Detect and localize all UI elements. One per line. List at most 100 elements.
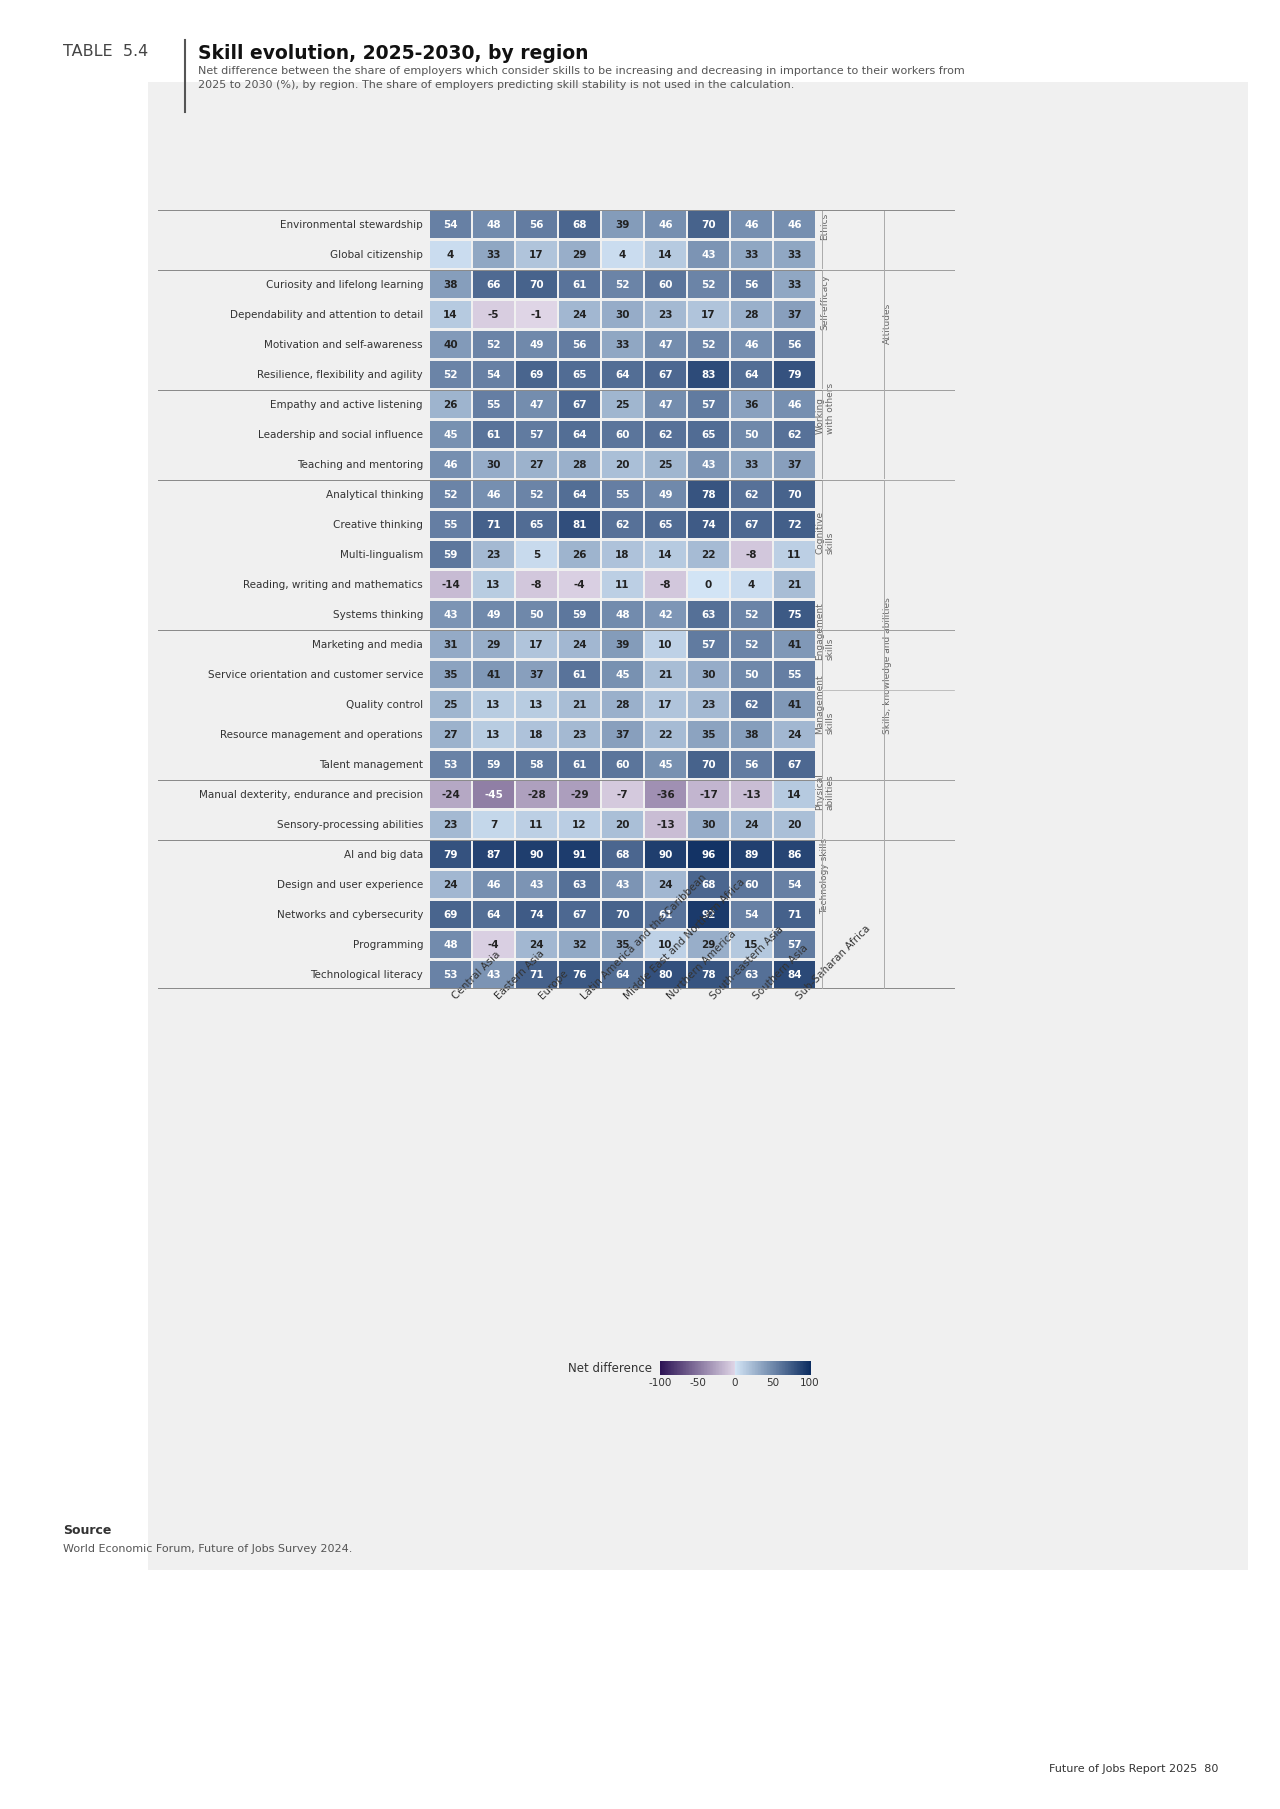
Text: 27: 27 bbox=[529, 459, 544, 470]
Text: 35: 35 bbox=[701, 729, 716, 740]
FancyBboxPatch shape bbox=[474, 961, 515, 988]
Text: Net difference: Net difference bbox=[568, 1362, 652, 1375]
FancyBboxPatch shape bbox=[559, 660, 600, 687]
Text: 71: 71 bbox=[787, 910, 801, 919]
FancyBboxPatch shape bbox=[430, 241, 471, 268]
Text: Resource management and operations: Resource management and operations bbox=[220, 729, 422, 740]
Text: -13: -13 bbox=[742, 789, 760, 800]
Text: 14: 14 bbox=[658, 550, 673, 559]
Text: Northern America: Northern America bbox=[666, 928, 739, 1000]
Text: Empathy and active listening: Empathy and active listening bbox=[270, 400, 422, 409]
Text: 24: 24 bbox=[572, 640, 586, 649]
Text: Dependability and attention to detail: Dependability and attention to detail bbox=[229, 309, 422, 320]
Text: 52: 52 bbox=[443, 369, 458, 380]
FancyBboxPatch shape bbox=[645, 601, 686, 628]
Text: 52: 52 bbox=[616, 280, 630, 289]
FancyBboxPatch shape bbox=[602, 241, 643, 268]
FancyBboxPatch shape bbox=[430, 870, 471, 897]
FancyBboxPatch shape bbox=[430, 722, 471, 747]
Text: 54: 54 bbox=[787, 879, 801, 890]
FancyBboxPatch shape bbox=[516, 300, 557, 327]
Text: Systems thinking: Systems thinking bbox=[333, 610, 422, 619]
Text: 40: 40 bbox=[443, 340, 458, 349]
Text: 11: 11 bbox=[616, 579, 630, 590]
FancyBboxPatch shape bbox=[602, 631, 643, 658]
Text: 46: 46 bbox=[486, 879, 500, 890]
Text: 41: 41 bbox=[787, 640, 801, 649]
FancyBboxPatch shape bbox=[559, 631, 600, 658]
FancyBboxPatch shape bbox=[774, 481, 815, 508]
FancyBboxPatch shape bbox=[474, 810, 515, 838]
Text: 61: 61 bbox=[572, 760, 586, 769]
FancyBboxPatch shape bbox=[731, 421, 772, 449]
Text: Environmental stewardship: Environmental stewardship bbox=[280, 219, 422, 230]
FancyBboxPatch shape bbox=[774, 901, 815, 928]
FancyBboxPatch shape bbox=[645, 362, 686, 387]
Text: 90: 90 bbox=[530, 850, 544, 859]
FancyBboxPatch shape bbox=[430, 331, 471, 358]
Text: 70: 70 bbox=[616, 910, 630, 919]
Text: 46: 46 bbox=[744, 340, 759, 349]
FancyBboxPatch shape bbox=[774, 870, 815, 897]
Text: 37: 37 bbox=[616, 729, 630, 740]
FancyBboxPatch shape bbox=[645, 810, 686, 838]
Text: 50: 50 bbox=[744, 669, 759, 680]
Text: 20: 20 bbox=[616, 459, 630, 470]
FancyBboxPatch shape bbox=[602, 481, 643, 508]
FancyBboxPatch shape bbox=[559, 691, 600, 718]
Text: Skills, knowledge and abilities: Skills, knowledge and abilities bbox=[882, 597, 891, 734]
Text: Europe: Europe bbox=[536, 968, 570, 1000]
Text: Source: Source bbox=[63, 1523, 111, 1538]
Text: 68: 68 bbox=[701, 879, 716, 890]
Text: 30: 30 bbox=[486, 459, 500, 470]
Text: World Economic Forum, Future of Jobs Survey 2024.: World Economic Forum, Future of Jobs Sur… bbox=[63, 1545, 352, 1554]
Text: 60: 60 bbox=[616, 429, 630, 440]
FancyBboxPatch shape bbox=[645, 271, 686, 298]
Text: 62: 62 bbox=[744, 490, 759, 499]
FancyBboxPatch shape bbox=[559, 810, 600, 838]
Text: 43: 43 bbox=[443, 610, 458, 619]
FancyBboxPatch shape bbox=[731, 870, 772, 897]
Text: 100: 100 bbox=[800, 1378, 819, 1388]
FancyBboxPatch shape bbox=[474, 510, 515, 537]
Text: Middle East and Northern Africa: Middle East and Northern Africa bbox=[622, 877, 748, 1000]
FancyBboxPatch shape bbox=[645, 421, 686, 449]
Text: 33: 33 bbox=[787, 250, 801, 259]
FancyBboxPatch shape bbox=[559, 901, 600, 928]
FancyBboxPatch shape bbox=[602, 300, 643, 327]
FancyBboxPatch shape bbox=[474, 631, 515, 658]
FancyBboxPatch shape bbox=[689, 271, 730, 298]
Text: 28: 28 bbox=[572, 459, 586, 470]
Text: 38: 38 bbox=[443, 280, 458, 289]
FancyBboxPatch shape bbox=[474, 660, 515, 687]
Text: 67: 67 bbox=[658, 369, 673, 380]
FancyBboxPatch shape bbox=[689, 481, 730, 508]
Text: 80: 80 bbox=[658, 970, 673, 979]
Text: 54: 54 bbox=[443, 219, 458, 230]
Text: 33: 33 bbox=[787, 280, 801, 289]
FancyBboxPatch shape bbox=[731, 572, 772, 599]
Text: 35: 35 bbox=[616, 939, 630, 950]
FancyBboxPatch shape bbox=[731, 932, 772, 959]
Text: 78: 78 bbox=[701, 970, 716, 979]
Text: 24: 24 bbox=[744, 819, 759, 830]
FancyBboxPatch shape bbox=[516, 781, 557, 809]
FancyBboxPatch shape bbox=[516, 572, 557, 599]
Text: 86: 86 bbox=[787, 850, 801, 859]
Text: 46: 46 bbox=[443, 459, 458, 470]
Text: 17: 17 bbox=[529, 640, 544, 649]
FancyBboxPatch shape bbox=[645, 300, 686, 327]
FancyBboxPatch shape bbox=[645, 932, 686, 959]
FancyBboxPatch shape bbox=[516, 541, 557, 568]
Text: Management
skills: Management skills bbox=[815, 675, 835, 734]
Text: 55: 55 bbox=[787, 669, 801, 680]
FancyBboxPatch shape bbox=[689, 510, 730, 537]
FancyBboxPatch shape bbox=[559, 781, 600, 809]
FancyBboxPatch shape bbox=[645, 722, 686, 747]
FancyBboxPatch shape bbox=[731, 212, 772, 239]
Text: 53: 53 bbox=[443, 760, 458, 769]
FancyBboxPatch shape bbox=[516, 961, 557, 988]
Text: 27: 27 bbox=[443, 729, 458, 740]
FancyBboxPatch shape bbox=[774, 421, 815, 449]
FancyBboxPatch shape bbox=[516, 631, 557, 658]
